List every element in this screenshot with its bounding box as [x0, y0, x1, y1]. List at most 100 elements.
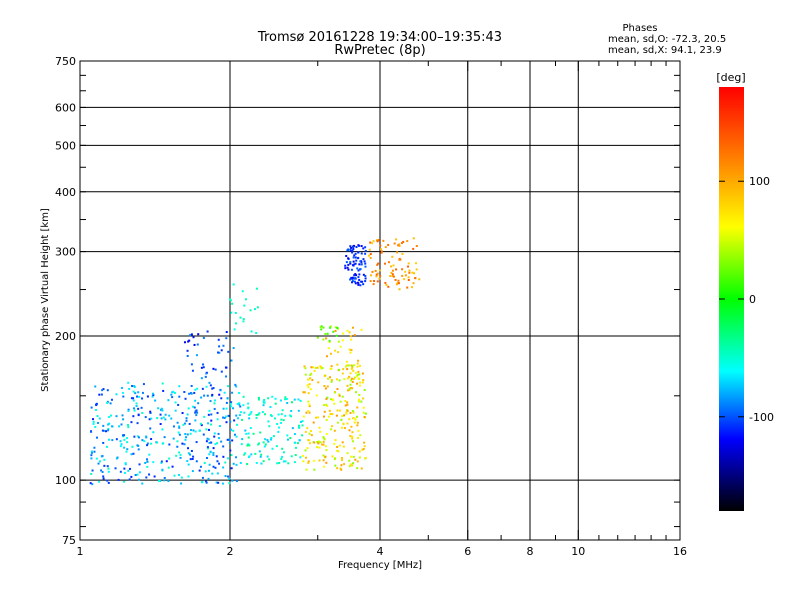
data-point [309, 373, 312, 376]
data-point [244, 429, 247, 432]
data-point [229, 449, 232, 452]
data-point [324, 332, 327, 335]
data-point [354, 418, 357, 421]
data-point [161, 382, 164, 385]
data-point [231, 391, 234, 394]
data-point [307, 460, 310, 463]
data-point [361, 448, 364, 451]
data-point [354, 282, 357, 285]
data-point [354, 458, 357, 461]
data-point [144, 416, 147, 419]
data-point [211, 472, 214, 475]
data-point [384, 262, 387, 265]
data-point [187, 447, 190, 450]
data-point [185, 436, 188, 439]
data-point [246, 444, 249, 447]
data-point [379, 274, 382, 277]
data-point [141, 411, 144, 414]
data-point [415, 262, 418, 265]
data-point [334, 439, 337, 442]
data-point [350, 425, 353, 428]
data-point [286, 438, 289, 441]
data-point [331, 455, 334, 458]
data-point [328, 341, 331, 344]
data-point [268, 458, 271, 461]
data-point [351, 431, 354, 434]
data-point [380, 251, 383, 254]
data-point [336, 445, 339, 448]
data-point [132, 399, 135, 402]
data-point [349, 383, 352, 386]
data-point [216, 442, 219, 445]
data-point [196, 343, 199, 346]
data-point [195, 409, 198, 412]
data-point [249, 309, 252, 312]
data-point [313, 459, 316, 462]
data-point [211, 393, 214, 396]
data-point [308, 411, 311, 414]
data-point [160, 460, 163, 463]
data-point [387, 285, 390, 288]
data-point [344, 267, 347, 270]
data-point [347, 257, 350, 260]
data-point [167, 480, 170, 483]
data-point [349, 435, 352, 438]
data-point [340, 468, 343, 471]
data-point [346, 329, 349, 332]
data-point [137, 407, 140, 410]
data-point [189, 458, 192, 461]
data-point [341, 372, 344, 375]
data-point [317, 441, 320, 444]
data-point [413, 272, 416, 275]
data-point [305, 456, 308, 459]
data-point [120, 386, 123, 389]
data-point [229, 298, 232, 301]
data-point [234, 312, 237, 315]
data-point [352, 247, 355, 250]
data-point [338, 409, 341, 412]
data-point [274, 402, 277, 405]
data-point [355, 391, 358, 394]
data-point [319, 441, 322, 444]
data-point [345, 360, 348, 363]
data-point [407, 265, 410, 268]
data-point [191, 369, 194, 372]
data-point [115, 438, 118, 441]
data-point [190, 392, 193, 395]
data-point [274, 417, 277, 420]
data-point [379, 248, 382, 251]
data-point [271, 447, 274, 450]
data-point [101, 471, 104, 474]
data-point [284, 396, 287, 399]
data-point [376, 272, 379, 275]
data-point [178, 385, 181, 388]
data-point [343, 414, 346, 417]
data-point [353, 263, 356, 266]
data-point [358, 278, 361, 281]
data-point [239, 405, 242, 408]
data-point [387, 243, 390, 246]
grid [80, 61, 680, 540]
data-point [348, 465, 351, 468]
data-point [95, 436, 98, 439]
data-point [344, 404, 347, 407]
data-point [391, 269, 394, 272]
data-point [351, 326, 354, 329]
data-point [254, 308, 257, 311]
data-point [119, 445, 122, 448]
data-point [208, 441, 211, 444]
data-point [137, 414, 140, 417]
data-point [248, 417, 251, 420]
data-point [323, 385, 326, 388]
data-point [342, 332, 345, 335]
data-point [204, 375, 207, 378]
data-point [231, 479, 234, 482]
data-point [135, 402, 138, 405]
data-point [247, 443, 250, 446]
data-point [267, 397, 270, 400]
data-point [356, 281, 359, 284]
data-point [317, 440, 320, 443]
data-point [349, 262, 352, 265]
data-point [268, 425, 271, 428]
data-point [282, 460, 285, 463]
